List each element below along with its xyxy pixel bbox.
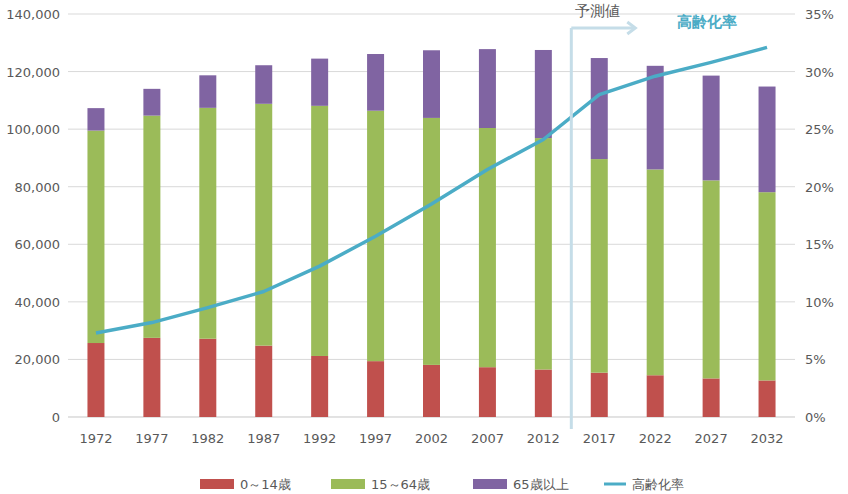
x-tick-label: 2032 bbox=[750, 431, 783, 446]
plot-area bbox=[87, 47, 775, 417]
bar bbox=[255, 346, 272, 417]
x-tick-label: 2012 bbox=[527, 431, 560, 446]
bar bbox=[759, 192, 776, 380]
x-tick-label: 1992 bbox=[303, 431, 336, 446]
bar bbox=[311, 106, 328, 356]
y2-tick-label: 30% bbox=[805, 65, 834, 80]
y-tick-label: 140,000 bbox=[6, 7, 60, 22]
y2-tick-label: 0% bbox=[805, 410, 826, 425]
y2-tick bbox=[795, 417, 799, 418]
annotation: 予測値 bbox=[575, 2, 620, 20]
bar bbox=[255, 104, 272, 346]
y2-tick bbox=[795, 14, 799, 15]
bar bbox=[199, 108, 216, 339]
y-tick-label: 60,000 bbox=[15, 237, 61, 252]
y2-tick bbox=[795, 129, 799, 130]
bar bbox=[311, 59, 328, 106]
bar bbox=[367, 54, 384, 111]
legend-label: 65歳以上 bbox=[513, 477, 569, 492]
y2-tick bbox=[795, 301, 799, 302]
legend-label: 0～14歳 bbox=[240, 477, 291, 492]
y-tick-label: 100,000 bbox=[6, 122, 60, 137]
y2-tick-label: 10% bbox=[805, 295, 834, 310]
y-tick-label: 80,000 bbox=[15, 180, 61, 195]
legend-swatch bbox=[604, 483, 626, 486]
legend: 0～14歳 15～64歳 65歳以上 高齢化率 bbox=[200, 477, 684, 492]
bar bbox=[759, 87, 776, 193]
bar bbox=[759, 380, 776, 417]
bar bbox=[367, 361, 384, 417]
bar bbox=[199, 339, 216, 417]
bar bbox=[311, 356, 328, 417]
bar bbox=[535, 50, 552, 138]
legend-label: 高齢化率 bbox=[632, 477, 684, 492]
y-tick-label: 20,000 bbox=[15, 352, 61, 367]
chart: 0 20,000 40,000 60,000 80,000 100,000 120,000 1… bbox=[0, 0, 848, 494]
bar bbox=[87, 343, 104, 417]
bar bbox=[423, 118, 440, 365]
bar bbox=[591, 159, 608, 373]
bar bbox=[591, 58, 608, 159]
y2-tick bbox=[795, 359, 799, 360]
x-tick-label: 2017 bbox=[583, 431, 616, 446]
y-tick-label: 40,000 bbox=[15, 295, 61, 310]
bar bbox=[423, 365, 440, 417]
bar bbox=[703, 378, 720, 417]
x-tick-label: 2002 bbox=[415, 431, 448, 446]
x-tick-label: 1977 bbox=[135, 431, 168, 446]
bar bbox=[143, 89, 160, 116]
bar bbox=[143, 116, 160, 338]
bar bbox=[87, 108, 104, 130]
bar bbox=[423, 50, 440, 118]
bar bbox=[479, 49, 496, 128]
x-tick-label: 2027 bbox=[695, 431, 728, 446]
y2-tick bbox=[795, 71, 799, 72]
bar bbox=[479, 367, 496, 417]
bar bbox=[647, 66, 664, 170]
legend-swatch bbox=[473, 479, 507, 489]
grid bbox=[68, 14, 795, 417]
bar bbox=[591, 373, 608, 417]
x-tick-label: 1972 bbox=[79, 431, 112, 446]
bar bbox=[143, 338, 160, 417]
legend-swatch bbox=[331, 479, 365, 489]
line-label: 高齢化率 bbox=[677, 13, 737, 31]
bar bbox=[479, 128, 496, 367]
bar bbox=[535, 138, 552, 369]
forecast-arrowhead bbox=[627, 22, 635, 34]
bar bbox=[647, 375, 664, 417]
x-tick-label: 1982 bbox=[191, 431, 224, 446]
y2-tick-label: 5% bbox=[805, 352, 826, 367]
bar bbox=[703, 76, 720, 181]
x-tick-label: 1997 bbox=[359, 431, 392, 446]
y-tick-label: 0 bbox=[52, 410, 60, 425]
y2-tick bbox=[795, 186, 799, 187]
y-tick-label: 120,000 bbox=[6, 65, 60, 80]
bar bbox=[703, 180, 720, 378]
bar bbox=[87, 131, 104, 343]
x-tick-label: 2007 bbox=[471, 431, 504, 446]
forecast-arrow bbox=[571, 27, 633, 30]
y2-tick bbox=[795, 244, 799, 245]
forecast-line bbox=[570, 28, 573, 429]
x-tick-label: 1987 bbox=[247, 431, 280, 446]
legend-label: 15～64歳 bbox=[371, 477, 430, 492]
legend-swatch bbox=[200, 479, 234, 489]
x-tick-label: 2022 bbox=[639, 431, 672, 446]
y2-tick-label: 15% bbox=[805, 237, 834, 252]
y2-tick-label: 20% bbox=[805, 180, 834, 195]
line bbox=[96, 47, 767, 333]
bar bbox=[535, 370, 552, 417]
bar bbox=[199, 75, 216, 108]
y2-tick-label: 25% bbox=[805, 122, 834, 137]
bar bbox=[255, 65, 272, 104]
bar bbox=[647, 169, 664, 375]
y2-tick-label: 35% bbox=[805, 7, 834, 22]
